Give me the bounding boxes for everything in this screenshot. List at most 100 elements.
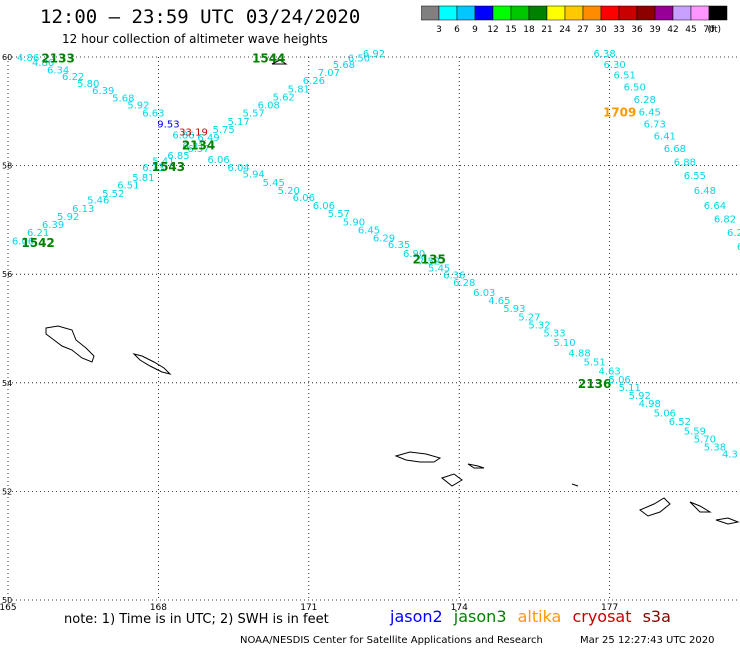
lon-tick-label: 171 xyxy=(300,603,317,613)
wave-height-value: 6.45 xyxy=(639,108,661,119)
wave-height-tracks: 4.864.866.346.225.806.395.685.926.636.86… xyxy=(12,49,740,461)
colorbar-tick-label: 21 xyxy=(541,25,552,34)
wave-height-value: 6.55 xyxy=(684,171,706,182)
wave-height-value: 6.03 xyxy=(473,288,495,299)
wave-height-value: 7.52 xyxy=(418,256,440,267)
wave-height-value: 5.11 xyxy=(619,383,641,394)
wave-height-value: 6.06 xyxy=(293,193,315,204)
wave-height-value: 5.68 xyxy=(112,94,134,105)
wave-height-value: 6.06 xyxy=(12,236,34,247)
wave-height-value: 6.90 xyxy=(403,249,425,260)
wave-height-value: 5.81 xyxy=(132,173,154,184)
wave-height-value: 6.50 xyxy=(348,53,370,64)
wave-height-value: 6.50 xyxy=(624,83,646,94)
colorbar-tick-label: 18 xyxy=(523,25,535,34)
island-coast xyxy=(45,325,95,363)
satellite-legend-item: altika xyxy=(517,607,562,626)
wave-height-value: 5.93 xyxy=(503,304,525,315)
wave-height-value: 5.10 xyxy=(553,338,575,349)
wave-height-value: 6.06 xyxy=(207,155,229,166)
colorbar-unit: (ft) xyxy=(707,25,721,34)
pass-time-label: 2135 xyxy=(412,252,445,266)
pass-time-label: 1709 xyxy=(603,106,636,120)
wave-height-value: 6.82 xyxy=(714,215,736,226)
wave-height-value: 6 xyxy=(737,242,740,253)
wave-height-value: 6.08 xyxy=(258,101,280,112)
wave-height-value: 4.63 xyxy=(599,367,621,378)
note-text: note: 1) Time is in UTC; 2) SWH is in fe… xyxy=(64,612,329,627)
pass-time-label: 2134 xyxy=(182,138,215,152)
wave-height-value: 6.31 xyxy=(182,141,204,152)
wave-height-value: 5.38 xyxy=(704,443,726,454)
wave-height-value: 6.29 xyxy=(373,234,395,245)
colorbar-tick-label: 36 xyxy=(631,25,643,34)
wave-height-value: 5.41 xyxy=(152,157,174,168)
colorbar-tick-label: 3 xyxy=(436,25,442,34)
pass-time-label: 1542 xyxy=(21,236,54,250)
wave-height-value: 5.92 xyxy=(57,212,79,223)
satellite-legend-item: cryosat xyxy=(572,607,632,626)
lon-tick-label: 165 xyxy=(0,603,17,613)
wave-height-value: 5.27 xyxy=(518,312,540,323)
wave-height-value: 6.13 xyxy=(142,163,164,174)
wave-height-value: 6.92 xyxy=(363,49,385,60)
lat-tick-label: 54 xyxy=(2,379,12,388)
pass-time-label: 2133 xyxy=(41,51,74,65)
colorbar-swatch xyxy=(708,5,728,21)
wave-height-value: 5.33 xyxy=(543,329,565,340)
wave-height-value: 6.73 xyxy=(644,120,666,131)
satellite-legend-item: s3a xyxy=(642,607,671,626)
wave-height-value-highlight: 9.53 xyxy=(157,120,179,131)
island-coast xyxy=(639,497,671,517)
island-coast xyxy=(394,451,442,463)
colorbar-tick-label: 33 xyxy=(613,25,624,34)
graticule: 165 168 171 174 177 60 58 56 54 52 50 xyxy=(0,53,740,613)
lon-tick-label: 174 xyxy=(451,603,468,613)
colorbar-tick-label: 15 xyxy=(505,25,516,34)
wave-height-value: 6.13 xyxy=(72,204,94,215)
island-coast xyxy=(467,463,485,469)
wave-height-value: 5.06 xyxy=(609,375,631,386)
footer-credit: NOAA/NESDIS Center for Satellite Applica… xyxy=(240,635,543,646)
wave-height-value: 6.52 xyxy=(669,417,691,428)
wave-height-value: 6.88 xyxy=(674,158,696,169)
wave-height-value: 6.63 xyxy=(142,109,164,120)
coastlines xyxy=(45,59,740,525)
island-coast xyxy=(132,353,172,375)
wave-height-value: 6.04 xyxy=(227,163,249,174)
wave-height-value: 6.48 xyxy=(694,186,716,197)
wave-height-value: 5.57 xyxy=(328,209,350,220)
lat-tick-label: 50 xyxy=(2,596,12,605)
colorbar-tick-label: 39 xyxy=(649,25,661,34)
colorbar-tick-label: 27 xyxy=(577,25,588,34)
colorbar-tick-label: 30 xyxy=(595,25,607,34)
lat-tick-label: 60 xyxy=(2,53,12,62)
island-coast xyxy=(715,517,740,525)
wave-height-value: 6.28 xyxy=(453,278,475,289)
wave-height-value: 6.35 xyxy=(388,240,410,251)
wave-height-value: 5.68 xyxy=(333,60,355,71)
map-subtitle: 12 hour collection of altimeter wave hei… xyxy=(62,32,328,46)
pass-labels: 2133 1544 2134 1543 1542 2135 2136 1709 xyxy=(21,51,636,391)
wave-height-value: 5.51 xyxy=(583,357,605,368)
wave-height-value: 5.57 xyxy=(243,109,265,120)
wave-height-value: 4.98 xyxy=(639,399,661,410)
colorbar-tick-label: 12 xyxy=(487,25,498,34)
colorbar-tick-label: 45 xyxy=(685,25,696,34)
lat-tick-label: 52 xyxy=(2,487,12,496)
wave-height-value: 6.41 xyxy=(654,132,676,143)
wave-height-value: 6.86 xyxy=(172,130,194,141)
island-coast xyxy=(689,501,712,513)
wave-height-colorbar: 3 6 9 12 15 18 21 24 27 30 33 36 39 42 45 70(ft) xyxy=(421,5,728,34)
wave-height-value: 6.26 xyxy=(303,76,325,87)
wave-height-value: 4.3 xyxy=(722,450,738,461)
wave-height-value: 6.39 xyxy=(92,86,114,97)
wave-height-value: 6.37 xyxy=(187,144,209,155)
wave-height-value: 5.59 xyxy=(684,426,706,437)
wave-height-value: 5.94 xyxy=(243,170,265,181)
pass-time-label: 2136 xyxy=(578,377,611,391)
wave-height-value: 6.64 xyxy=(704,201,726,212)
wave-height-value: 5.06 xyxy=(654,408,676,419)
wave-height-value: 5.75 xyxy=(212,125,234,136)
